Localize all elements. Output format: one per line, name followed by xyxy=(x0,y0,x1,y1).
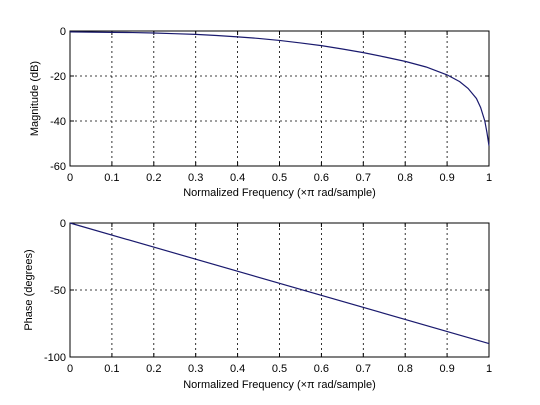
x-tick-label: 0 xyxy=(67,172,73,184)
x-axis-label: Normalized Frequency (×π rad/sample) xyxy=(183,379,376,391)
y-axis-label: Phase (degrees) xyxy=(23,249,35,330)
x-tick-label: 0.1 xyxy=(104,172,119,184)
y-tick-label: -40 xyxy=(50,116,66,128)
x-tick-label: 0.1 xyxy=(104,363,119,375)
y-tick-label: -100 xyxy=(44,352,66,364)
magnitude-plot: 0 0.1 0.2 0.3 0.4 0.5 0.6 0.7 0.8 0.9 1 0 -20 -40 -60 N… xyxy=(29,26,492,199)
y-tick-label: -50 xyxy=(50,285,66,297)
x-tick-label: 0.6 xyxy=(314,363,329,375)
x-tick-label: 0.4 xyxy=(230,172,245,184)
y-tick-label: -20 xyxy=(50,71,66,83)
x-tick-label: 0.3 xyxy=(188,172,203,184)
x-tick-label: 0.6 xyxy=(314,172,329,184)
x-tick-label: 0.4 xyxy=(230,363,245,375)
x-tick-label: 0.7 xyxy=(356,172,371,184)
x-tick-label: 0.5 xyxy=(272,363,287,375)
x-tick-label: 1 xyxy=(486,172,492,184)
x-tick-label: 0.8 xyxy=(398,172,413,184)
phase-response-line xyxy=(69,222,490,345)
y-axis-label: Magnitude (dB) xyxy=(29,61,41,136)
x-tick-label: 0.2 xyxy=(146,172,161,184)
magnitude-response-line xyxy=(69,31,490,146)
x-tick-label: 0 xyxy=(67,363,73,375)
plot-area xyxy=(69,30,490,167)
x-tick-label: 1 xyxy=(486,363,492,375)
x-axis-label: Normalized Frequency (×π rad/sample) xyxy=(183,187,376,199)
x-tick-label: 0.7 xyxy=(356,363,371,375)
x-tick-label: 0.9 xyxy=(439,363,454,375)
y-tick-label: 0 xyxy=(60,218,66,230)
x-tick-label: 0.5 xyxy=(272,172,287,184)
y-tick-label: -60 xyxy=(50,161,66,173)
x-tick-label: 0.9 xyxy=(439,172,454,184)
x-tick-label: 0.3 xyxy=(188,363,203,375)
x-tick-label: 0.2 xyxy=(146,363,161,375)
phase-plot: 0 0.1 0.2 0.3 0.4 0.5 0.6 0.7 0.8 0.9 1 0 -50 -100 Nor… xyxy=(23,218,492,391)
x-tick-label: 0.8 xyxy=(398,363,413,375)
y-tick-label: 0 xyxy=(60,26,66,38)
